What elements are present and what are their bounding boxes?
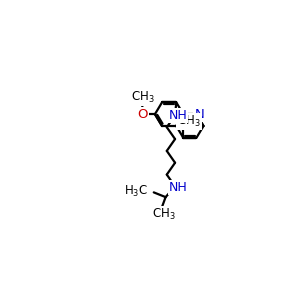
Text: N: N [194, 108, 204, 121]
Text: CH$_3$: CH$_3$ [152, 207, 176, 222]
Text: NH: NH [169, 110, 188, 122]
Text: H$_3$C: H$_3$C [124, 184, 148, 199]
Text: CH$_3$: CH$_3$ [131, 89, 155, 105]
Text: NH: NH [169, 181, 188, 194]
Text: CH$_3$: CH$_3$ [177, 114, 201, 129]
Text: O: O [137, 108, 148, 121]
